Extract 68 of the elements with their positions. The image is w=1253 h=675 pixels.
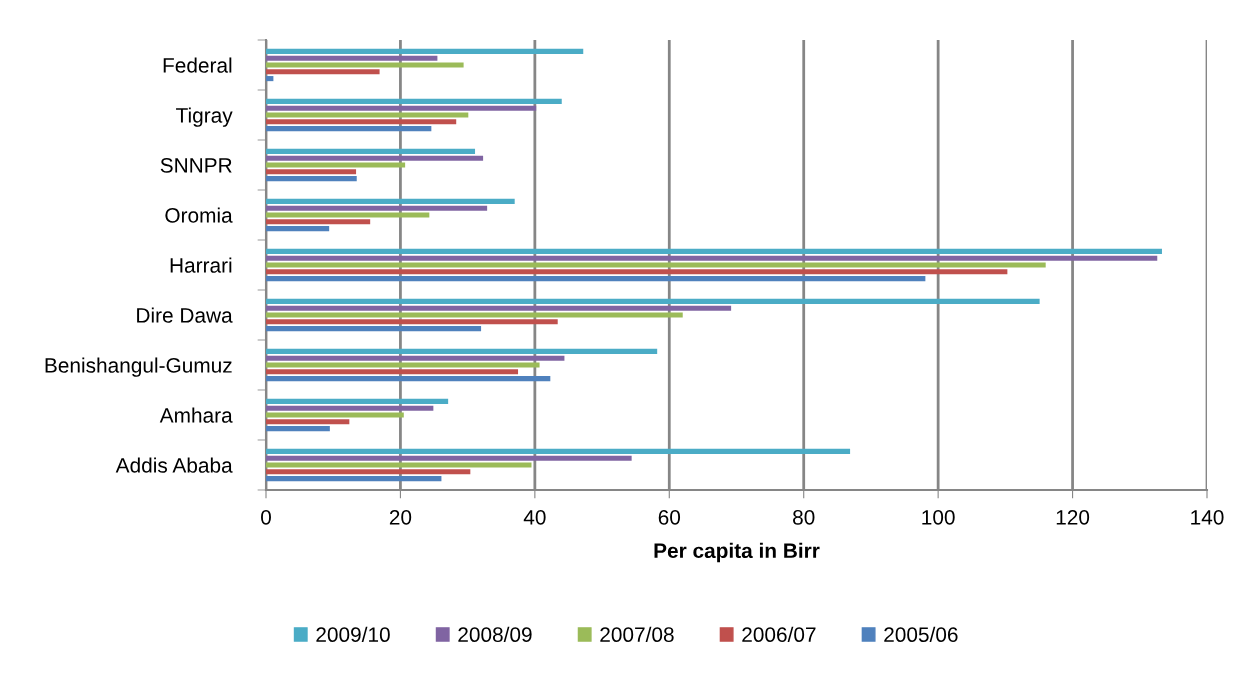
- x-tick-label: 140: [1191, 509, 1224, 525]
- x-tick-label: 80: [793, 509, 815, 525]
- y-tick-label: Oromia: [165, 207, 233, 223]
- bar: [266, 326, 482, 332]
- bar: [266, 55, 438, 61]
- bar: [266, 126, 432, 132]
- bar: [266, 376, 551, 382]
- bar: [266, 362, 540, 368]
- legend-label: 2007/08: [600, 626, 674, 643]
- bar: [266, 398, 449, 404]
- bar: [266, 426, 330, 432]
- bar: [266, 248, 1162, 254]
- bar: [266, 469, 471, 475]
- x-tick-label: 20: [389, 509, 412, 525]
- y-tick-label: Amhara: [159, 407, 233, 423]
- bar: [266, 419, 350, 425]
- bar: [266, 369, 519, 375]
- x-tick-label: 100: [922, 509, 955, 525]
- x-tick-label: 40: [523, 509, 546, 525]
- bar: [266, 98, 562, 104]
- bar: [266, 76, 274, 82]
- x-tick-label: 0: [261, 509, 271, 525]
- bar: [266, 412, 404, 418]
- bar: [266, 112, 469, 118]
- bar: [266, 148, 476, 154]
- bar: [266, 476, 442, 482]
- y-tick-label: Addis Ababa: [115, 457, 233, 473]
- legend-label: 2008/09: [458, 626, 532, 643]
- bar: [266, 119, 457, 125]
- bar: [266, 448, 851, 454]
- bar: [266, 455, 632, 461]
- bar: [266, 62, 464, 68]
- legend-label: 2005/06: [884, 626, 958, 643]
- x-axis-title: Per capita in Birr: [654, 542, 820, 563]
- bar: [266, 226, 330, 232]
- bar: [266, 155, 484, 161]
- bar: [266, 262, 1046, 268]
- bar: [266, 105, 537, 111]
- y-tick-label: SNNPR: [160, 158, 232, 173]
- bar: [266, 305, 732, 311]
- bar: [266, 198, 515, 204]
- bar: [266, 355, 565, 361]
- bar: [266, 205, 488, 211]
- x-tick-label: 120: [1056, 509, 1090, 525]
- bar: [266, 462, 532, 468]
- bar: [266, 162, 406, 168]
- bar: [266, 219, 371, 225]
- bar: [266, 319, 558, 325]
- legend-label: 2006/07: [742, 626, 816, 643]
- legend-label: 2009/10: [316, 626, 390, 643]
- y-tick-label: Tigray: [176, 107, 233, 127]
- x-tick-label: 60: [658, 509, 681, 525]
- bar: [266, 176, 357, 182]
- bar: [266, 269, 1008, 275]
- bar: [266, 312, 683, 318]
- bar: [266, 255, 1158, 261]
- bar: [266, 169, 357, 175]
- bar: [266, 212, 430, 218]
- y-tick-label: Federal: [163, 57, 232, 73]
- bar: [266, 348, 658, 354]
- bar: [266, 405, 434, 411]
- bar: [266, 298, 1040, 304]
- y-tick-label: Dire Dawa: [137, 307, 233, 323]
- y-tick-label: Benishangul-Gumuz: [45, 357, 232, 377]
- bar: [266, 276, 926, 282]
- y-tick-label: Harrari: [170, 257, 232, 273]
- bar: [266, 48, 584, 54]
- bar: [266, 69, 380, 75]
